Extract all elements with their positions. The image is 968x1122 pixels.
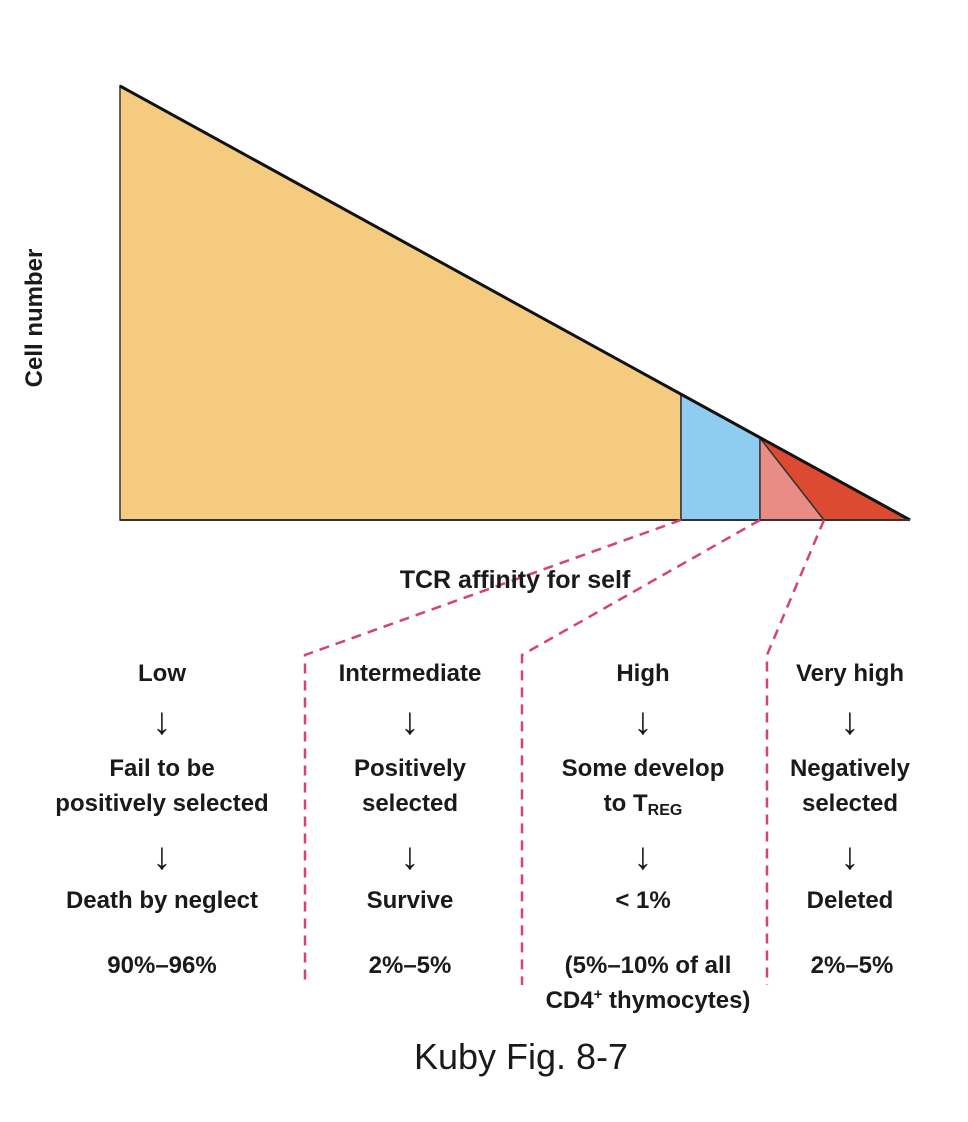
affinity-intermediate: Intermediate [338, 660, 482, 687]
percent-low: 90%–96% [107, 952, 217, 979]
outcome-intermediate: Positively selected [354, 751, 466, 821]
outcome-line-2: selected [801, 790, 899, 817]
figure-caption: Kuby Fig. 8-7 [413, 1036, 629, 1077]
arrow-down-icon: ↓ [152, 836, 172, 878]
percent-very-high: 2%–5% [810, 952, 894, 979]
arrow-down-icon: ↓ [840, 701, 860, 743]
outcome-very-high: Negatively selected [790, 751, 910, 821]
outcome-high: Some develop to TREG [562, 751, 725, 828]
fate-high: < 1% [615, 887, 671, 914]
percent-high: (5%–10% of all CD4+ thymocytes) [546, 948, 751, 1018]
percent-line-1: (5%–10% of all [564, 952, 732, 979]
outcome-line-1: Some develop [561, 755, 725, 782]
outcome-line-2: selected [361, 790, 459, 817]
affinity-low: Low [138, 660, 186, 687]
fate-very-high: Deleted [806, 887, 894, 914]
cd4-superscript: + [593, 986, 603, 1003]
divider-intermediate-high [520, 518, 761, 985]
hypotenuse [119, 84, 911, 522]
treg-subscript: REG [647, 802, 683, 819]
fate-low: Death by neglect [65, 887, 259, 914]
arrow-down-icon: ↓ [840, 836, 860, 878]
region-intermediate [680, 392, 761, 521]
arrow-down-icon: ↓ [400, 836, 420, 878]
arrow-down-icon: ↓ [400, 701, 420, 743]
outcome-line-2: positively selected [55, 790, 269, 817]
outcome-low: Fail to be positively selected [55, 751, 268, 821]
divider-low-intermediate [303, 518, 682, 985]
divider-high-veryhigh [765, 519, 826, 985]
cd4-label: CD4 [545, 987, 594, 1014]
fate-intermediate: Survive [366, 887, 454, 914]
percent-intermediate: 2%–5% [368, 952, 452, 979]
outcome-line-1: Negatively [789, 755, 911, 782]
y-axis-label: Cell number [21, 248, 48, 388]
affinity-high: High [616, 660, 670, 687]
outcome-line-1: Fail to be [109, 755, 215, 782]
arrow-down-icon: ↓ [152, 701, 172, 743]
arrow-down-icon: ↓ [633, 836, 653, 878]
thymocytes-label: thymocytes) [602, 987, 751, 1014]
x-axis-label: TCR affinity for self [399, 566, 631, 594]
outcome-line-1: Positively [353, 755, 467, 782]
arrow-down-icon: ↓ [633, 701, 653, 743]
outcome-line-2: to T [603, 790, 648, 817]
affinity-very-high: Very high [795, 660, 905, 687]
region-low [119, 84, 682, 521]
